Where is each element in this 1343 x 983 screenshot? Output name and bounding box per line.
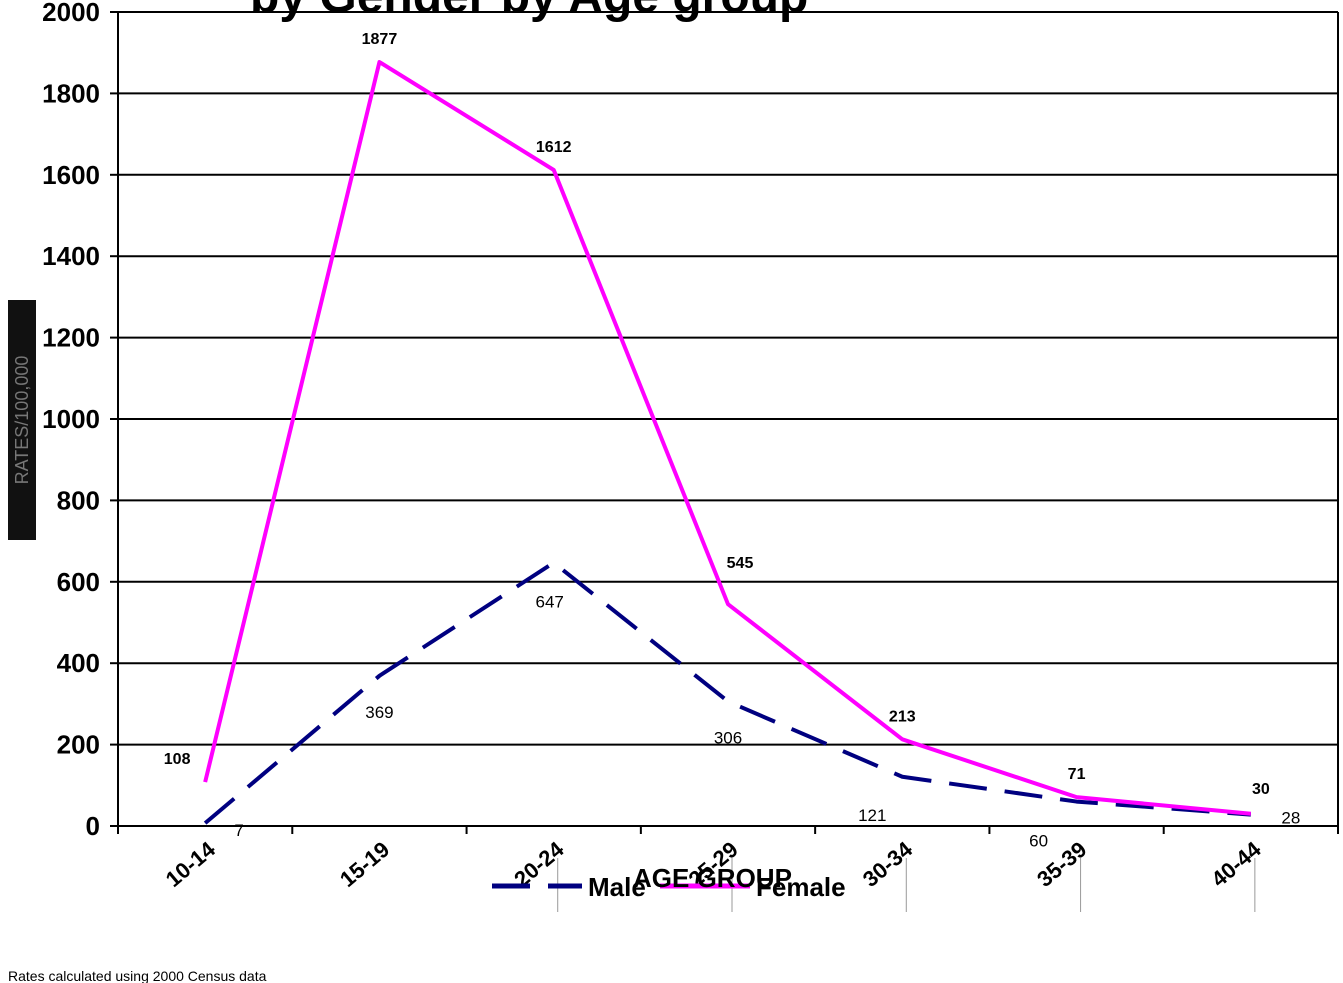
data-label-female: 545 bbox=[727, 555, 754, 572]
data-label-male: 28 bbox=[1281, 809, 1300, 828]
x-tick-label: 10-14 bbox=[161, 836, 221, 892]
series-line-female bbox=[203, 60, 1252, 816]
series-lines bbox=[203, 60, 1252, 825]
data-label-female: 1877 bbox=[362, 31, 398, 48]
series-line-male bbox=[203, 560, 1252, 825]
x-axis-title: AGE GROUP bbox=[633, 863, 792, 893]
axes bbox=[110, 11, 1339, 834]
x-tick-label: 30-34 bbox=[858, 836, 918, 892]
data-label-male: 647 bbox=[536, 593, 564, 612]
y-axis-title-group: RATES/100,000 bbox=[8, 300, 36, 540]
legend-male-label: Male bbox=[588, 872, 646, 902]
y-tick-label: 800 bbox=[57, 485, 100, 515]
y-tick-label: 400 bbox=[57, 648, 100, 678]
x-tick-label: 40-44 bbox=[1206, 836, 1266, 892]
legend-female-label: Female bbox=[756, 872, 846, 902]
x-tick-label: 15-19 bbox=[335, 837, 394, 892]
y-tick-label: 1000 bbox=[42, 404, 100, 434]
y-tick-label: 2000 bbox=[42, 0, 100, 27]
y-tick-label: 0 bbox=[86, 811, 100, 841]
data-label-male: 121 bbox=[858, 806, 886, 825]
footnote: Rates calculated using 2000 Census data bbox=[8, 968, 267, 983]
y-tick-label: 200 bbox=[57, 730, 100, 760]
gridlines bbox=[118, 11, 1338, 827]
data-label-male: 369 bbox=[365, 703, 393, 722]
data-label-female: 213 bbox=[889, 708, 916, 725]
data-label-female: 108 bbox=[164, 751, 191, 768]
y-axis-title: RATES/100,000 bbox=[12, 356, 32, 485]
data-label-female: 30 bbox=[1252, 781, 1270, 798]
data-label-male: 306 bbox=[714, 728, 742, 747]
y-tick-label: 600 bbox=[57, 567, 100, 597]
data-label-female: 71 bbox=[1068, 766, 1086, 783]
data-label-female: 1612 bbox=[536, 139, 572, 156]
y-tick-label: 1400 bbox=[42, 241, 100, 271]
y-tick-labels: 0 200 400 600 800 1000 1200 1400 1600 1800 2000 bbox=[42, 0, 100, 841]
data-label-male: 60 bbox=[1029, 832, 1048, 851]
y-tick-label: 1200 bbox=[42, 323, 100, 353]
y-axis-title-background bbox=[8, 300, 36, 540]
data-label-male: 7 bbox=[234, 821, 243, 840]
y-tick-label: 1800 bbox=[42, 78, 100, 108]
legend: Male Female bbox=[492, 872, 846, 902]
data-labels: 7 369 647 306 121 60 28 108 1877 1612 545 213 71 30 bbox=[164, 31, 1301, 851]
y-tick-label: 1600 bbox=[42, 160, 100, 190]
